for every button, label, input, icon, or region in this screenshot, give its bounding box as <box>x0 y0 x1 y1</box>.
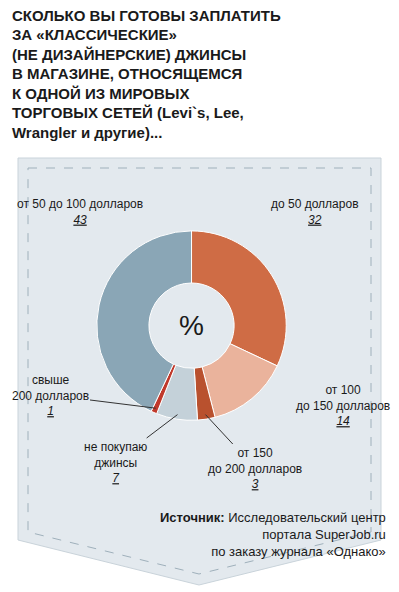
svg-text:от 150до 200 долларов3: от 150до 200 долларов3 <box>208 446 302 491</box>
svg-text:до 50 долларов32: до 50 долларов32 <box>271 197 359 227</box>
svg-text:от 100до 150 долларов14: от 100до 150 долларов14 <box>296 383 390 428</box>
svg-text:Источник: Исследовательский це: Источник: Исследовательский центрпортала… <box>160 510 386 559</box>
svg-text:СКОЛЬКО ВЫ ГОТОВЫ ЗАПЛАТИТЬЗА: СКОЛЬКО ВЫ ГОТОВЫ ЗАПЛАТИТЬЗА «КЛАССИЧЕС… <box>12 7 281 141</box>
svg-text:свыше200 долларов1: свыше200 долларов1 <box>12 373 89 418</box>
svg-text:не покупаюджинсы7: не покупаюджинсы7 <box>84 440 147 485</box>
svg-text:от 50 до 100 долларов43: от 50 до 100 долларов43 <box>17 197 143 227</box>
svg-text:%: % <box>179 310 204 341</box>
